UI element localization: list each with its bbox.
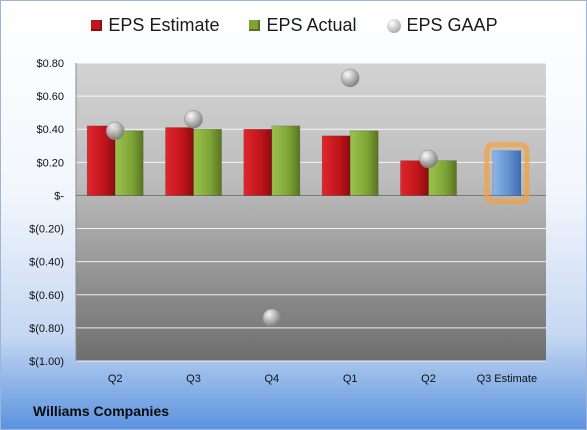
- x-tick-label: Q2: [421, 373, 436, 385]
- x-tick-label: Q1: [343, 373, 358, 385]
- eps-actual-bar: [193, 128, 222, 196]
- eps-gaap-marker: [340, 68, 360, 88]
- y-axis-ticks: $0.80 $0.60 $0.40 $0.20 $- $(0.20) $(0.40) $(0.…: [29, 58, 64, 368]
- y-tick-label: $(0.40): [29, 257, 64, 269]
- next-estimate-highlight: [484, 142, 530, 204]
- legend-label-estimate: EPS Estimate: [108, 15, 220, 35]
- eps-gaap-marker: [262, 308, 282, 328]
- legend-item-actual: EPS Actual: [249, 15, 357, 36]
- next-quarter-estimate-bar: [492, 150, 522, 196]
- legend-swatch-gaap: [386, 18, 401, 33]
- eps-actual-bar: [271, 125, 301, 196]
- legend-item-gaap: EPS GAAP: [386, 15, 498, 36]
- legend-item-estimate: EPS Estimate: [91, 15, 219, 36]
- legend-swatch-estimate: [91, 20, 103, 31]
- eps-estimate-bar: [321, 135, 351, 196]
- legend-label-actual: EPS Actual: [266, 15, 357, 35]
- eps-gaap-marker: [419, 149, 438, 169]
- legend-label-gaap: EPS GAAP: [406, 15, 498, 35]
- eps-actual-bar: [349, 130, 379, 196]
- eps-gaap-marker: [105, 121, 125, 141]
- chart-legend: EPS Estimate EPS Actual EPS GAAP: [1, 15, 586, 36]
- y-tick-label: $-: [54, 190, 64, 202]
- eps-actual-bar: [114, 130, 144, 196]
- plot-area: [76, 63, 546, 361]
- gridlines: [75, 62, 546, 362]
- y-tick-label: $0.60: [36, 91, 64, 103]
- x-tick-label: Q4: [264, 373, 279, 385]
- y-tick-label: $0.40: [36, 124, 64, 136]
- y-tick-label: $0.20: [36, 157, 64, 169]
- company-name: Williams Companies: [33, 403, 170, 419]
- eps-estimate-bar: [243, 128, 273, 196]
- eps-estimate-bar: [165, 127, 194, 196]
- bars: [86, 125, 530, 204]
- y-tick-label: $0.80: [36, 58, 64, 70]
- x-axis-ticks: Q2 Q3 Q4 Q1 Q2 Q3 Estimate: [108, 373, 537, 385]
- y-tick-label: $(0.60): [29, 290, 64, 302]
- y-tick-label: $(0.80): [29, 323, 64, 335]
- legend-swatch-actual: [249, 20, 261, 31]
- x-tick-label: Q3 Estimate: [477, 373, 538, 385]
- eps-gaap-marker: [184, 110, 203, 129]
- x-tick-label: Q3: [186, 373, 201, 385]
- y-tick-label: $(0.20): [29, 224, 64, 236]
- y-tick-label: $(1.00): [29, 356, 64, 368]
- x-tick-label: Q2: [108, 373, 123, 385]
- gaap-markers: [105, 68, 438, 328]
